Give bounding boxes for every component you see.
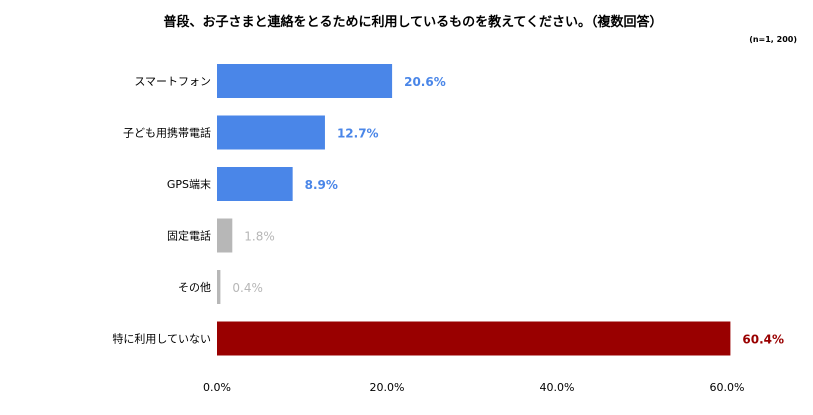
bar	[217, 218, 233, 253]
data-label: 1.8%	[244, 230, 274, 244]
bar	[217, 115, 325, 150]
x-axis-ticks: 0.0% 20.0% 40.0% 60.0%	[203, 381, 744, 394]
category-label: GPS端末	[167, 177, 211, 191]
bar	[217, 270, 221, 304]
bars	[217, 64, 731, 356]
data-label: 8.9%	[305, 178, 338, 192]
category-label: スマートフォン	[134, 75, 211, 88]
bar	[217, 64, 393, 98]
category-label: 子ども用携帯電話	[123, 126, 211, 140]
x-tick-label: 40.0%	[540, 381, 575, 394]
x-tick-label: 0.0%	[203, 381, 231, 394]
x-tick-label: 60.0%	[710, 381, 745, 394]
data-label: 60.4%	[742, 333, 784, 347]
category-label: 特に利用していない	[112, 332, 211, 346]
sample-size-note: (n=1, 200)	[749, 35, 797, 44]
bar	[217, 321, 731, 356]
x-tick-label: 20.0%	[370, 381, 405, 394]
data-label: 20.6%	[404, 75, 446, 89]
category-label: その他	[178, 281, 211, 294]
category-label: 固定電話	[167, 229, 211, 243]
data-label: 12.7%	[337, 127, 379, 141]
bar	[217, 167, 293, 201]
chart-title: 普段、お子さまと連絡をとるために利用しているものを教えてください。（複数回答）	[163, 14, 662, 30]
data-label: 0.4%	[232, 281, 263, 295]
data-labels: 20.6% 12.7% 8.9% 1.8% 0.4% 60.4%	[232, 75, 784, 347]
